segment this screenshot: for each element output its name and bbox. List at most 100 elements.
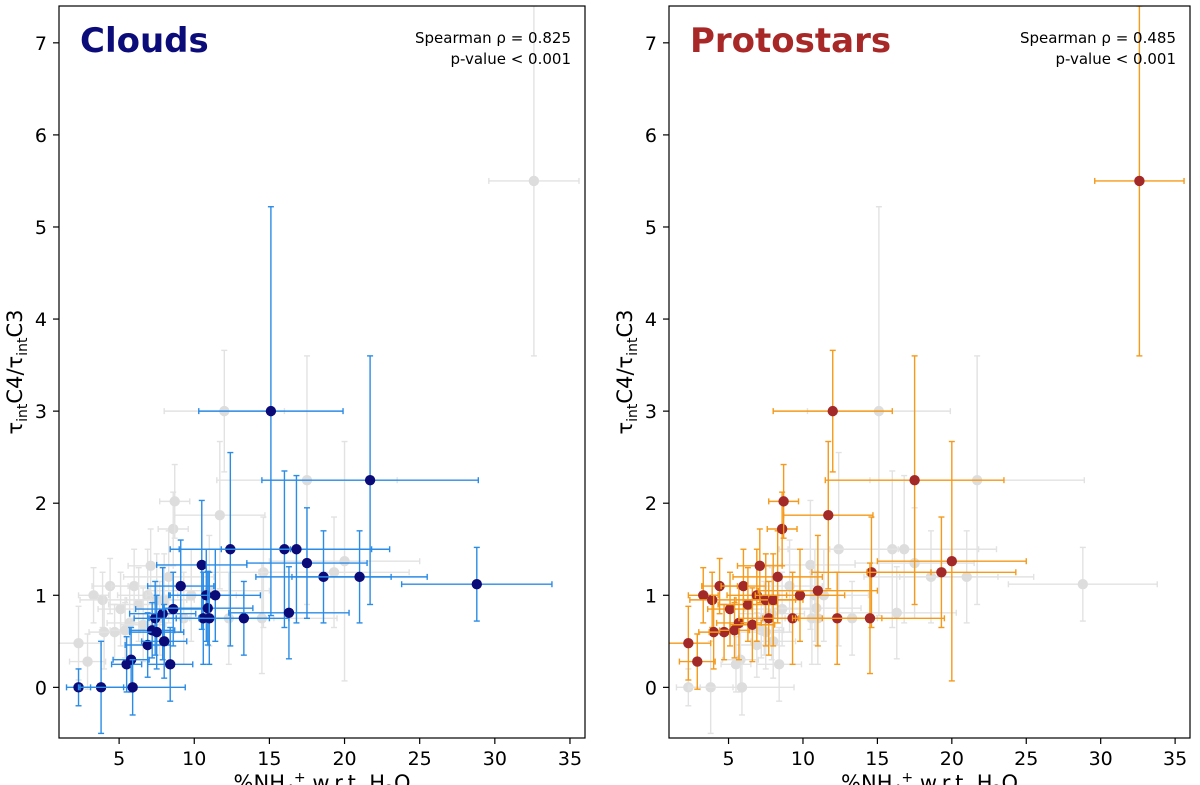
protostars-data-point-23 [757, 534, 879, 647]
protostars-data-marker-25 [827, 405, 838, 417]
protostars-background-point-25 [829, 474, 980, 624]
clouds-background-marker-5 [104, 580, 116, 592]
protostars-x-tick-label-20: 20 [940, 748, 964, 770]
protostars-background-points [675, 206, 1158, 735]
protostars-y-tick-label-1: 1 [645, 585, 657, 607]
clouds-background-points [59, 6, 580, 690]
protostars-data-point-32 [1094, 6, 1185, 357]
clouds-title: Clouds [80, 21, 209, 61]
protostars-plot-frame [668, 5, 1191, 739]
protostars-data-marker-2 [698, 590, 709, 601]
protostars-background-marker-11 [773, 659, 785, 670]
clouds-y-tick-label-6: 6 [35, 125, 47, 147]
clouds-data-point-8 [128, 594, 185, 670]
clouds-data-marker-14 [196, 559, 207, 571]
clouds-data-point-22 [198, 206, 344, 617]
protostars-background-marker-24 [891, 607, 902, 618]
protostars-data-marker-22 [794, 590, 806, 601]
protostars-pvalue-label: p-value < 0.001 [1055, 50, 1176, 68]
clouds-background-point-20 [158, 463, 191, 539]
clouds-plot-frame [58, 5, 586, 739]
protostars-x-tick-label-30: 30 [1089, 748, 1113, 770]
protostars-data-point-20 [768, 463, 800, 539]
clouds-data-marker-9 [157, 608, 168, 619]
clouds-y-tick-label-4: 4 [35, 309, 47, 331]
clouds-data-point-10 [140, 603, 188, 679]
protostars-background-point-12 [744, 571, 821, 647]
clouds-background-point-30 [258, 516, 410, 629]
clouds-x-tick-label-10: 10 [182, 748, 206, 770]
protostars-data-marker-3 [706, 594, 718, 606]
protostars-y-tick-label-4: 4 [645, 309, 657, 331]
clouds-data-marker-13 [175, 580, 186, 592]
clouds-data-point-30 [400, 546, 553, 622]
clouds-background-marker-32 [528, 175, 540, 187]
protostars-background-marker-25 [898, 544, 910, 555]
protostars-data-marker-0 [683, 637, 694, 649]
clouds-y-tick-label-7: 7 [35, 33, 47, 55]
protostars-data-marker-30 [936, 567, 947, 578]
protostars-data-point-30 [866, 516, 1017, 629]
clouds-data-marker-22 [265, 405, 277, 417]
protostars-data-marker-12 [747, 619, 758, 630]
panel-protostars: 5 10 15 20 25 30 35 0 1 2 3 4 5 6 7 Protostars Spearm… [613, 5, 1191, 785]
clouds-x-axis-label: %NH4+ w.r.t. H2O [234, 770, 411, 785]
clouds-data-marker-29 [364, 474, 376, 486]
clouds-background-marker-10 [128, 580, 140, 592]
protostars-x-tick-label-15: 15 [865, 748, 889, 770]
clouds-data-point-29 [261, 355, 479, 606]
protostars-x-tick-label-25: 25 [1014, 748, 1038, 770]
clouds-x-tick-label-25: 25 [408, 748, 432, 770]
protostars-data-marker-18 [772, 571, 783, 583]
clouds-y-tick-label-3: 3 [35, 401, 47, 423]
clouds-pvalue-label: p-value < 0.001 [450, 50, 571, 68]
clouds-x-ticks: 5 10 15 20 25 30 35 [113, 738, 582, 770]
protostars-data-point-3 [689, 571, 736, 629]
protostars-background-marker-4 [736, 682, 748, 693]
protostars-data-marker-23 [812, 585, 824, 596]
clouds-data-point-21 [198, 580, 290, 656]
protostars-y-tick-label-5: 5 [645, 217, 657, 239]
protostars-background-point-24 [836, 566, 957, 660]
clouds-background-marker-1 [82, 656, 93, 667]
clouds-background-marker-17 [159, 594, 170, 606]
clouds-background-point-24 [174, 440, 266, 590]
clouds-data-marker-17 [202, 602, 213, 614]
protostars-data-marker-10 [738, 580, 749, 592]
protostars-y-tick-label-0: 0 [645, 677, 657, 699]
protostars-data-point-28 [794, 562, 946, 675]
clouds-background-point-3 [79, 571, 126, 629]
clouds-background-marker-12 [137, 619, 149, 630]
protostars-spearman-label: Spearman ρ = 0.485 [1020, 29, 1176, 47]
protostars-background-point-4 [689, 659, 795, 716]
protostars-data-point-1 [678, 633, 716, 690]
protostars-x-tick-label-35: 35 [1163, 748, 1187, 770]
clouds-background-marker-18 [163, 571, 174, 583]
protostars-data-point-14 [736, 528, 783, 604]
protostars-highlight-points [669, 6, 1185, 690]
clouds-data-marker-30 [471, 579, 482, 590]
clouds-background-marker-24 [214, 509, 226, 521]
clouds-data-point-28 [291, 530, 428, 624]
protostars-background-point-17 [771, 570, 862, 646]
protostars-y-tick-label-6: 6 [645, 125, 657, 147]
protostars-data-marker-9 [733, 617, 745, 629]
clouds-background-point-0 [59, 605, 102, 681]
protostars-title: Protostars [690, 21, 891, 61]
clouds-background-marker-19 [168, 523, 179, 535]
clouds-data-marker-28 [354, 571, 365, 583]
clouds-x-tick-label-35: 35 [558, 748, 582, 770]
clouds-background-marker-0 [73, 637, 84, 649]
clouds-data-marker-26 [301, 557, 313, 569]
clouds-data-point-12 [134, 571, 212, 647]
clouds-data-marker-24 [283, 607, 295, 618]
clouds-data-marker-10 [159, 636, 170, 647]
clouds-background-marker-30 [328, 567, 340, 578]
clouds-data-point-19 [169, 548, 262, 643]
clouds-data-marker-11 [165, 659, 176, 670]
clouds-y-tick-label-5: 5 [35, 217, 47, 239]
protostars-background-marker-14 [805, 559, 816, 571]
clouds-data-marker-25 [291, 544, 302, 555]
clouds-y-ticks: 0 1 2 3 4 5 6 7 [35, 33, 59, 699]
clouds-background-point-14 [127, 528, 174, 604]
